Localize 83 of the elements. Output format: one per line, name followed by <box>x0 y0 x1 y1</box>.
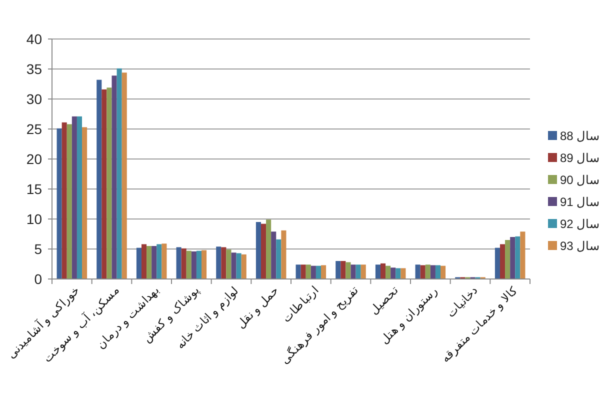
bar <box>216 246 222 279</box>
bar <box>360 264 366 279</box>
bar <box>435 265 441 279</box>
bar <box>106 88 112 279</box>
bar <box>281 230 286 279</box>
legend-label: سال 91 <box>560 195 600 209</box>
bar <box>500 244 506 279</box>
y-tick-label: 5 <box>34 241 42 257</box>
bar <box>340 261 346 279</box>
bar <box>390 268 396 279</box>
bar <box>430 265 436 279</box>
bar <box>256 222 261 279</box>
bar <box>196 250 202 279</box>
legend-label: سال 93 <box>560 239 600 253</box>
legend-label: سال 88 <box>560 129 600 143</box>
bar <box>96 80 102 279</box>
bar <box>260 224 266 279</box>
bar <box>141 244 147 279</box>
y-tick-label: 30 <box>26 91 42 107</box>
bar <box>356 264 361 279</box>
bar <box>321 265 326 279</box>
bar <box>515 236 520 279</box>
bar <box>236 253 242 279</box>
bar <box>380 263 386 279</box>
legend-label: سال 92 <box>560 217 600 231</box>
bar <box>56 128 62 279</box>
bar <box>122 72 127 279</box>
bar <box>420 265 426 279</box>
legend-label: سال 89 <box>560 151 600 165</box>
bar <box>310 266 316 279</box>
bar <box>494 248 500 279</box>
bar <box>76 116 82 279</box>
bar <box>336 261 341 279</box>
bar <box>152 246 157 279</box>
x-tick-label: ارتباطات <box>280 284 322 325</box>
y-tick-label: 0 <box>34 271 42 287</box>
bar <box>136 248 142 279</box>
bar <box>221 247 226 279</box>
bar <box>102 89 107 279</box>
y-tick-label: 10 <box>26 211 42 227</box>
bar <box>62 122 67 279</box>
bar <box>425 264 430 279</box>
bar <box>162 244 167 279</box>
bar <box>386 266 391 279</box>
bar <box>350 264 356 279</box>
bar <box>276 239 282 279</box>
x-tick-label: تحصیل <box>367 284 401 318</box>
bar <box>271 232 276 279</box>
bar <box>72 116 77 279</box>
bar <box>116 68 122 279</box>
bar <box>112 76 117 279</box>
y-tick-label: 20 <box>26 151 42 167</box>
y-tick-label: 25 <box>26 121 42 137</box>
bar <box>505 240 510 279</box>
bar <box>346 262 351 279</box>
bar <box>520 232 526 279</box>
bar <box>66 124 72 279</box>
bar <box>296 264 301 279</box>
bar <box>415 264 420 279</box>
bar <box>316 266 322 279</box>
bar <box>400 268 406 279</box>
bar <box>82 127 88 279</box>
bar <box>510 237 516 279</box>
bar <box>186 250 192 279</box>
bar <box>306 264 311 279</box>
y-tick-label: 15 <box>26 181 42 197</box>
bar <box>231 252 236 279</box>
bar <box>226 250 232 279</box>
bar <box>375 264 380 279</box>
bar <box>440 266 446 279</box>
y-tick-label: 40 <box>26 31 42 47</box>
bar <box>191 251 196 279</box>
bar <box>241 254 246 279</box>
bar <box>396 268 401 279</box>
bar <box>266 220 272 279</box>
bar <box>156 244 162 279</box>
legend-label: سال 90 <box>560 173 600 187</box>
bar <box>176 247 182 279</box>
bar <box>181 248 186 279</box>
y-tick-label: 35 <box>26 61 42 77</box>
bar <box>202 250 207 279</box>
bar <box>146 246 152 279</box>
bar <box>300 264 306 279</box>
